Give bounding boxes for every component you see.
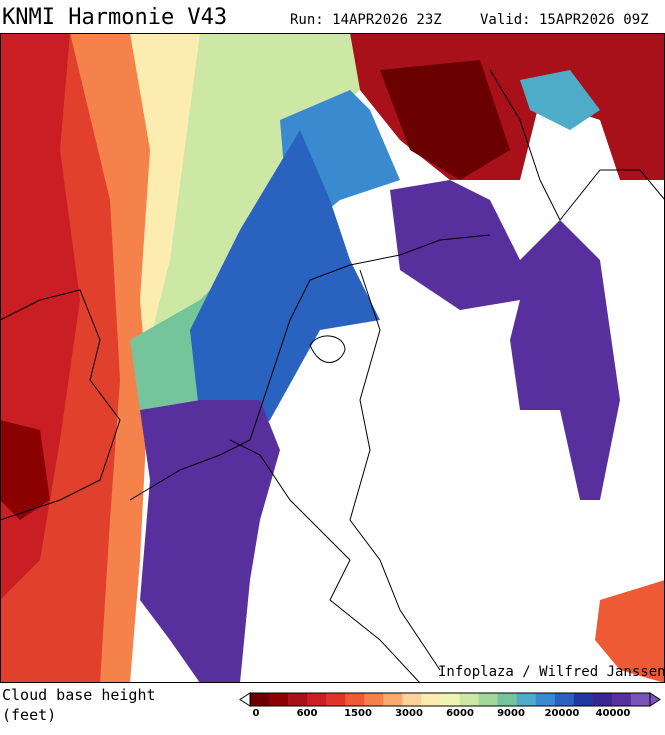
field-maroon: [0, 420, 50, 520]
colorbar-swatch: [497, 693, 517, 706]
border-germany: [349, 269, 441, 671]
credit: Infoplaza / Wilfred Janssen: [438, 664, 665, 680]
colorbar-swatch: [592, 693, 613, 706]
colorbar-swatch: [364, 693, 384, 706]
colorbar-swatch: [250, 693, 270, 706]
colorbar-tick-label: 1500: [344, 708, 372, 719]
colorbar-tick-label: 9000: [497, 708, 525, 719]
colorbar-swatch: [383, 693, 403, 706]
colorbar-swatch: [630, 693, 651, 706]
colorbar-tick-label: 6000: [446, 708, 474, 719]
coastline-uk: [0, 289, 121, 521]
colorbar-swatch: [307, 693, 327, 706]
title: KNMI Harmonie V43: [2, 5, 227, 30]
colorbar-swatch: [554, 693, 575, 706]
field-blue: [190, 130, 380, 440]
colorbar-swatch: [573, 693, 594, 706]
field-purple-east: [390, 180, 620, 500]
colorbar-swatch: [326, 693, 346, 706]
colorbar-frame: [249, 692, 651, 707]
colorbar-swatch: [611, 693, 632, 706]
colorbar-tick-label: 3000: [395, 708, 423, 719]
field-purple: [140, 400, 280, 683]
coastline-continent: [129, 234, 491, 501]
colorbar-swatch: [535, 693, 556, 706]
colorbar-tick-label: 40000: [596, 708, 631, 719]
colorbar-swatch: [516, 693, 537, 706]
legend-label: (feet): [2, 706, 56, 724]
field-northeast-dark: [380, 60, 510, 180]
run-time: Run: 14APR2026 23Z: [290, 12, 442, 28]
colorbar-tick-label: 600: [297, 708, 318, 719]
field-northeast-blue: [520, 70, 600, 130]
colorbar-tick-label: 20000: [545, 708, 580, 719]
coastline-denmark: [489, 69, 665, 221]
border-belgium: [229, 439, 421, 684]
borders: [0, 69, 665, 684]
colorbar-swatch: [421, 693, 441, 706]
colorbar-swatch: [478, 693, 498, 706]
colorbar-swatch: [345, 693, 365, 706]
field-southeast: [595, 580, 665, 683]
colorbar-tick-label: 0: [253, 708, 260, 719]
colorbar: 0 600 1500 3000 6000 9000 20000 40000: [239, 692, 661, 719]
legend-label: Cloud base height: [2, 686, 156, 704]
colorbar-swatch: [440, 693, 460, 706]
lake: [309, 335, 346, 363]
colorbar-swatch: [288, 693, 308, 706]
colorbar-swatch: [459, 693, 479, 706]
valid-time: Valid: 15APR2026 09Z: [480, 12, 649, 28]
map: Infoplaza / Wilfred Janssen: [0, 33, 665, 684]
colorbar-swatch: [269, 693, 289, 706]
colorbar-swatch: [402, 693, 422, 706]
